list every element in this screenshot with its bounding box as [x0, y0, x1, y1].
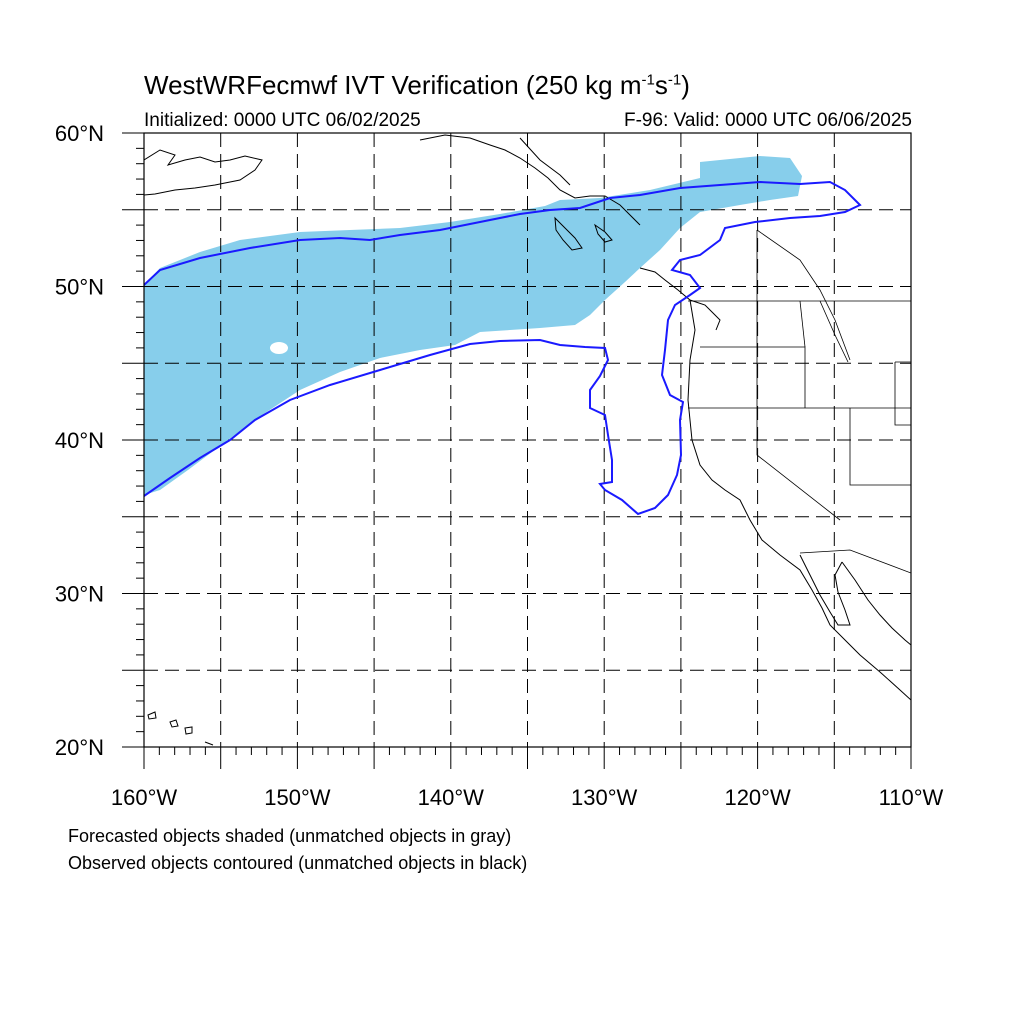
latitude-labels: 20°N 30°N 40°N 50°N 60°N [55, 121, 104, 760]
lon-tick-label: 140°W [418, 785, 485, 810]
lat-tick-label: 40°N [55, 428, 104, 453]
axis-ticks [122, 132, 912, 769]
lon-tick-label: 150°W [264, 785, 331, 810]
lat-tick-label: 50°N [55, 275, 104, 300]
init-time-label: Initialized: 0000 UTC 06/02/2025 [144, 110, 421, 131]
chart-title: WestWRFecmwf IVT Verification (250 kg m-… [144, 70, 690, 101]
lat-tick-label: 20°N [55, 735, 104, 760]
title-sup1: -1 [641, 71, 655, 89]
longitude-labels: 160°W 150°W 140°W 130°W 120°W 110°W [111, 785, 944, 810]
valid-time-label: F-96: Valid: 0000 UTC 06/06/2025 [624, 110, 912, 131]
lat-lon-grid [144, 133, 911, 747]
title-mid: s [654, 70, 668, 100]
lat-tick-label: 60°N [55, 121, 104, 146]
legend-forecast: Forecasted objects shaded (unmatched obj… [68, 826, 512, 846]
title-suffix: ) [681, 70, 690, 100]
forecast-ivt-object [144, 156, 802, 495]
coastlines [144, 134, 911, 746]
legend-observed: Observed objects contoured (unmatched ob… [68, 853, 528, 873]
title-prefix: WestWRFecmwf IVT Verification (250 kg m [144, 70, 642, 100]
lon-tick-label: 110°W [879, 785, 944, 810]
lat-tick-label: 30°N [55, 582, 104, 607]
forecast-hole [270, 342, 288, 354]
observed-ivt-contour [144, 180, 862, 516]
lon-tick-label: 130°W [571, 785, 638, 810]
state-borders [688, 229, 911, 574]
lon-tick-label: 120°W [724, 785, 791, 810]
lon-tick-label: 160°W [111, 785, 178, 810]
title-sup2: -1 [667, 71, 682, 89]
